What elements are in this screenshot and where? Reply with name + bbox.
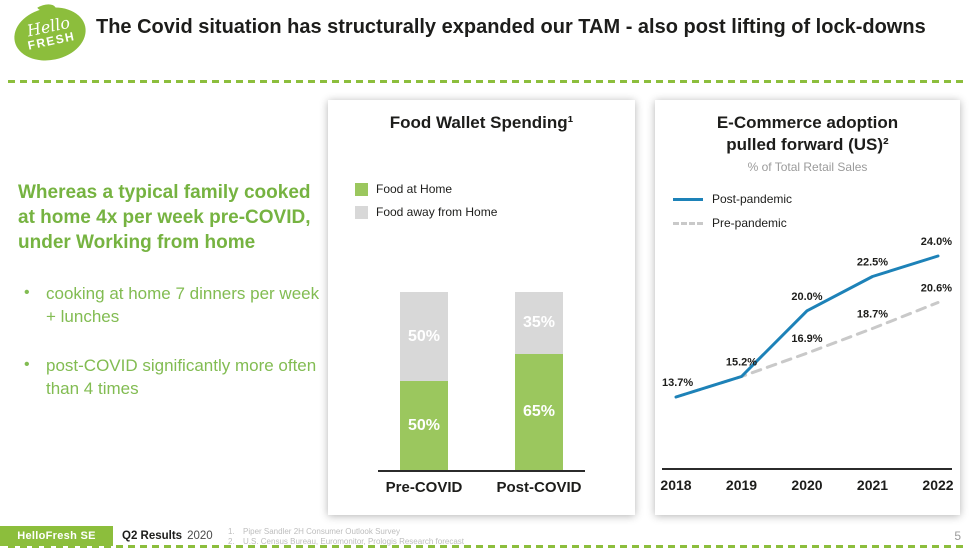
food-chart-title: Food Wallet Spending¹ [389, 113, 574, 132]
report-year: 2020 [187, 530, 213, 542]
footnote: 1. Piper Sandler 2H Consumer Outlook Surv… [228, 527, 464, 537]
x-axis-label: 2022 [922, 477, 953, 493]
divider-bottom [8, 545, 963, 548]
series-line-post-pandemic [674, 254, 940, 399]
x-axis-label: 2020 [791, 477, 822, 493]
footnote: 2. U.S. Census Bureau, Euromonitor, Prolo… [228, 537, 464, 547]
legend-line-dashed-icon [673, 221, 703, 225]
slide-title: The Covid situation has structurally exp… [96, 16, 926, 38]
footnote-text: Piper Sandler 2H Consumer Outlook Survey [243, 527, 400, 536]
stacked-bar-post-covid: 35% 65% [482, 292, 597, 470]
footnotes: 1. Piper Sandler 2H Consumer Outlook Surv… [228, 527, 464, 548]
bar-segment: 35% [515, 292, 563, 354]
food-chart-legend: Food at Home Food away from Home [355, 182, 497, 228]
bar-chart-categories: Pre-COVID Post-COVID [328, 479, 635, 496]
key-message: Whereas a typical family cooked at home … [18, 180, 324, 427]
ecommerce-legend: Post-pandemic Pre-pandemic [673, 192, 792, 240]
x-axis-label: 2019 [726, 477, 757, 493]
bullet-text: post-COVID significantly more often than… [46, 356, 317, 399]
x-axis-label: 2018 [660, 477, 691, 493]
data-label: 16.9% [791, 333, 822, 345]
bullet-icon: • [24, 356, 30, 374]
bullet-icon: • [24, 284, 30, 302]
footer-brand-badge: HelloFresh SE [0, 526, 113, 546]
data-label: 20.6% [921, 283, 952, 295]
footnote-text: U.S. Census Bureau, Euromonitor, Prologi… [243, 537, 464, 547]
data-label: 20.0% [791, 291, 822, 303]
footer-report: Q2 Results 2020 [122, 530, 213, 542]
report-title: Q2 Results [122, 530, 183, 542]
legend-label: Food away from Home [376, 205, 498, 219]
bar-segment: 65% [515, 354, 563, 470]
footnote-number: 2. [228, 537, 235, 547]
legend-item-pre-pandemic: Pre-pandemic [673, 216, 792, 230]
bar-segment: 50% [400, 381, 448, 470]
ecommerce-card: E-Commerce adoption pulled forward (US)²… [655, 100, 960, 515]
legend-swatch-food-home [355, 182, 368, 196]
series-line-pre-pandemic [674, 301, 940, 399]
legend-label: Post-pandemic [712, 192, 793, 206]
hellofresh-logo: Hello FRESH [9, 0, 91, 67]
data-label: 15.2% [726, 356, 757, 368]
stacked-bar-pre-covid: 50% 50% [367, 292, 482, 470]
bar-chart-axis [378, 470, 585, 472]
line-chart-svg: 13.7% 15.2% 20.0% 22.5% 24.0% 16.9% 18.7% 20.6%… [660, 236, 953, 493]
x-axis-label: 2021 [857, 477, 888, 493]
food-wallet-card: Food Wallet Spending¹ Food at Home Food … [328, 100, 635, 515]
legend-item-post-pandemic: Post-pandemic [673, 192, 792, 206]
legend-item-food-away: Food away from Home [355, 205, 497, 219]
legend-swatch-food-away [355, 205, 368, 219]
bar-category-label: Pre-COVID [385, 479, 463, 496]
bar-chart-bars: 50% 50% 35% 65% [328, 292, 635, 470]
key-message-heading: Whereas a typical family cooked at home … [18, 182, 311, 254]
ecommerce-chart-subtitle: % of Total Retail Sales [747, 160, 868, 175]
data-label: 13.7% [662, 377, 693, 389]
bullet-item: • post-COVID significantly more often th… [18, 355, 324, 401]
bullet-item: • cooking at home 7 dinners per week + l… [18, 283, 324, 329]
leaf-icon [37, 0, 56, 16]
bullet-text: cooking at home 7 dinners per week + lun… [46, 284, 320, 327]
divider-top [8, 80, 963, 83]
ecommerce-chart-title: E-Commerce adoption pulled forward (US)² [716, 113, 899, 155]
page-number: 5 [954, 529, 961, 543]
footnote-number: 1. [228, 527, 235, 536]
bar-segment: 50% [400, 292, 448, 381]
legend-line-solid-icon [673, 197, 703, 201]
bar-category-label: Post-COVID [496, 479, 582, 496]
data-label: 22.5% [857, 257, 888, 269]
legend-label: Food at Home [376, 182, 453, 196]
data-label: 18.7% [857, 309, 888, 321]
legend-item-food-at-home: Food at Home [355, 182, 497, 196]
legend-label: Pre-pandemic [712, 216, 787, 230]
data-label: 24.0% [921, 236, 952, 248]
